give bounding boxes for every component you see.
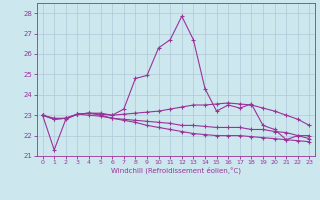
X-axis label: Windchill (Refroidissement éolien,°C): Windchill (Refroidissement éolien,°C) <box>111 167 241 174</box>
